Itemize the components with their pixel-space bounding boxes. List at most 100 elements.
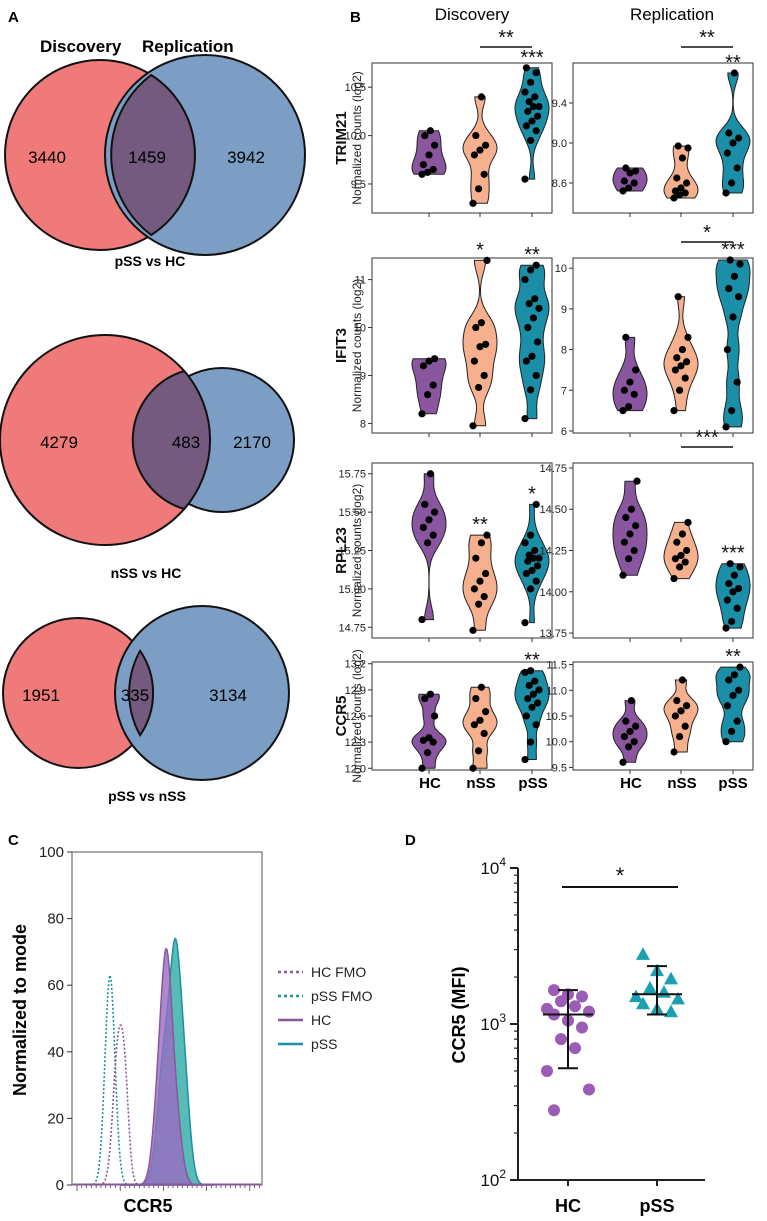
data-point-nss: [475, 185, 483, 193]
panel-a-venns: Discovery Replication 3440 1459 3942 pSS…: [0, 37, 306, 804]
gene-label-rpl23: RPL23: [333, 527, 350, 574]
data-point-pss: [524, 323, 532, 332]
y-tick-label: 12.9: [345, 685, 366, 697]
gene-label-trim21: TRIM21: [333, 111, 350, 164]
data-point-nss: [683, 179, 691, 187]
data-point-hc: [425, 734, 433, 742]
data-point-hc: [627, 505, 636, 513]
venn3-overlap: [128, 648, 155, 738]
data-point-hc: [418, 615, 426, 624]
data-point-pss: [527, 78, 535, 86]
data-point-nss: [477, 93, 485, 101]
data-point-hc: [632, 366, 640, 374]
data-point-nss: [477, 683, 485, 691]
data-point-hc: [429, 381, 437, 389]
data-point-pss: [528, 117, 536, 125]
data-point-pss: [736, 260, 744, 268]
violin-panel-ccr5-discovery: 12.0 12.3 12.6 12.9 13.2 **: [345, 650, 553, 775]
data-point-nss: [469, 422, 477, 430]
panel-label-c: C: [8, 832, 19, 849]
data-point-pss: [522, 569, 531, 578]
venn-header-replication: Replication: [142, 37, 234, 56]
data-point-nss: [475, 383, 483, 392]
data-point-pss: [528, 703, 536, 711]
x-label-hc-replication: HC: [620, 775, 642, 792]
venn-pss-vs-hc: 3440 1459 3942 pSS vs HC: [4, 54, 306, 269]
bracket-significance: *: [703, 222, 711, 244]
violin-pss: [514, 503, 550, 624]
data-point-hc: [620, 177, 629, 185]
data-point-nss: [482, 141, 490, 149]
legend-label-pss: pSS: [311, 1036, 337, 1052]
x-label-hc-discovery: HC: [419, 775, 441, 792]
data-point-nss: [476, 716, 484, 724]
hist-y-tick-label: 80: [47, 911, 64, 928]
violin-hc: [612, 480, 648, 576]
dot-hc: [569, 1042, 581, 1055]
violin-nss: [663, 679, 699, 753]
data-point-nss: [684, 518, 692, 527]
data-point-nss: [678, 676, 687, 684]
y-tick-label: 15.00: [338, 584, 366, 596]
data-point-pss: [726, 256, 734, 264]
y-tick-label: 8: [561, 345, 567, 357]
data-point-nss: [676, 563, 684, 571]
data-point-nss: [670, 748, 678, 756]
y-tick-label: 15.75: [338, 469, 366, 481]
dot-hc: [555, 1033, 567, 1046]
data-point-pss: [525, 299, 533, 308]
data-point-pss: [524, 557, 532, 565]
data-point-nss: [677, 551, 685, 560]
violin-panel-trim21-replication: 8.6 9.0 9.4 ** **: [552, 27, 754, 217]
data-point-hc: [419, 362, 427, 370]
data-point-pss: [525, 98, 533, 106]
y-tick-label: 9.5: [351, 179, 366, 191]
venn1-title: pSS vs HC: [115, 253, 186, 269]
data-point-nss: [670, 407, 678, 415]
violin-hc: [411, 473, 447, 621]
legend-label-hc-fmo: HC FMO: [311, 964, 366, 980]
data-point-nss: [678, 530, 687, 538]
data-point-pss: [527, 585, 535, 593]
data-point-pss: [532, 261, 540, 269]
data-point-pss: [521, 88, 529, 96]
data-point-pss: [733, 604, 741, 612]
data-point-hc: [626, 530, 634, 538]
data-point-hc: [630, 179, 638, 187]
data-point-hc: [419, 736, 427, 744]
data-point-nss: [472, 554, 480, 562]
violin-nss: [663, 521, 699, 580]
significance-pss: **: [725, 646, 741, 668]
venn1-discovery-count: 3440: [28, 148, 66, 167]
data-point-pss: [521, 175, 529, 183]
data-point-nss: [477, 539, 485, 547]
y-tick-label: 12.3: [345, 737, 366, 749]
data-point-hc: [632, 722, 640, 730]
data-point-pss: [722, 624, 730, 632]
data-point-nss: [681, 189, 689, 197]
data-point-hc: [626, 169, 634, 177]
data-point-pss: [524, 694, 532, 703]
data-point-pss: [532, 721, 540, 729]
data-point-hc: [429, 531, 437, 539]
data-point-pss: [522, 64, 531, 72]
data-point-nss: [673, 538, 681, 546]
dot-hc: [555, 995, 567, 1008]
tick-exponent: 2: [499, 1167, 506, 1181]
panel-label-a: A: [8, 9, 19, 26]
data-point-hc: [425, 357, 433, 365]
data-point-pss: [521, 619, 529, 627]
significance-pss: *: [528, 483, 536, 505]
y-tick-label: 15.50: [338, 507, 366, 519]
data-point-hc: [421, 694, 429, 703]
data-point-pss: [729, 139, 737, 147]
y-tick-label: 15.25: [338, 546, 366, 558]
data-point-nss: [470, 585, 478, 593]
data-point-nss: [475, 747, 483, 755]
hist-y-tick-label: 20: [47, 1110, 64, 1127]
data-point-hc: [632, 167, 640, 175]
data-point-nss: [673, 354, 681, 362]
data-point-pss: [735, 293, 743, 301]
